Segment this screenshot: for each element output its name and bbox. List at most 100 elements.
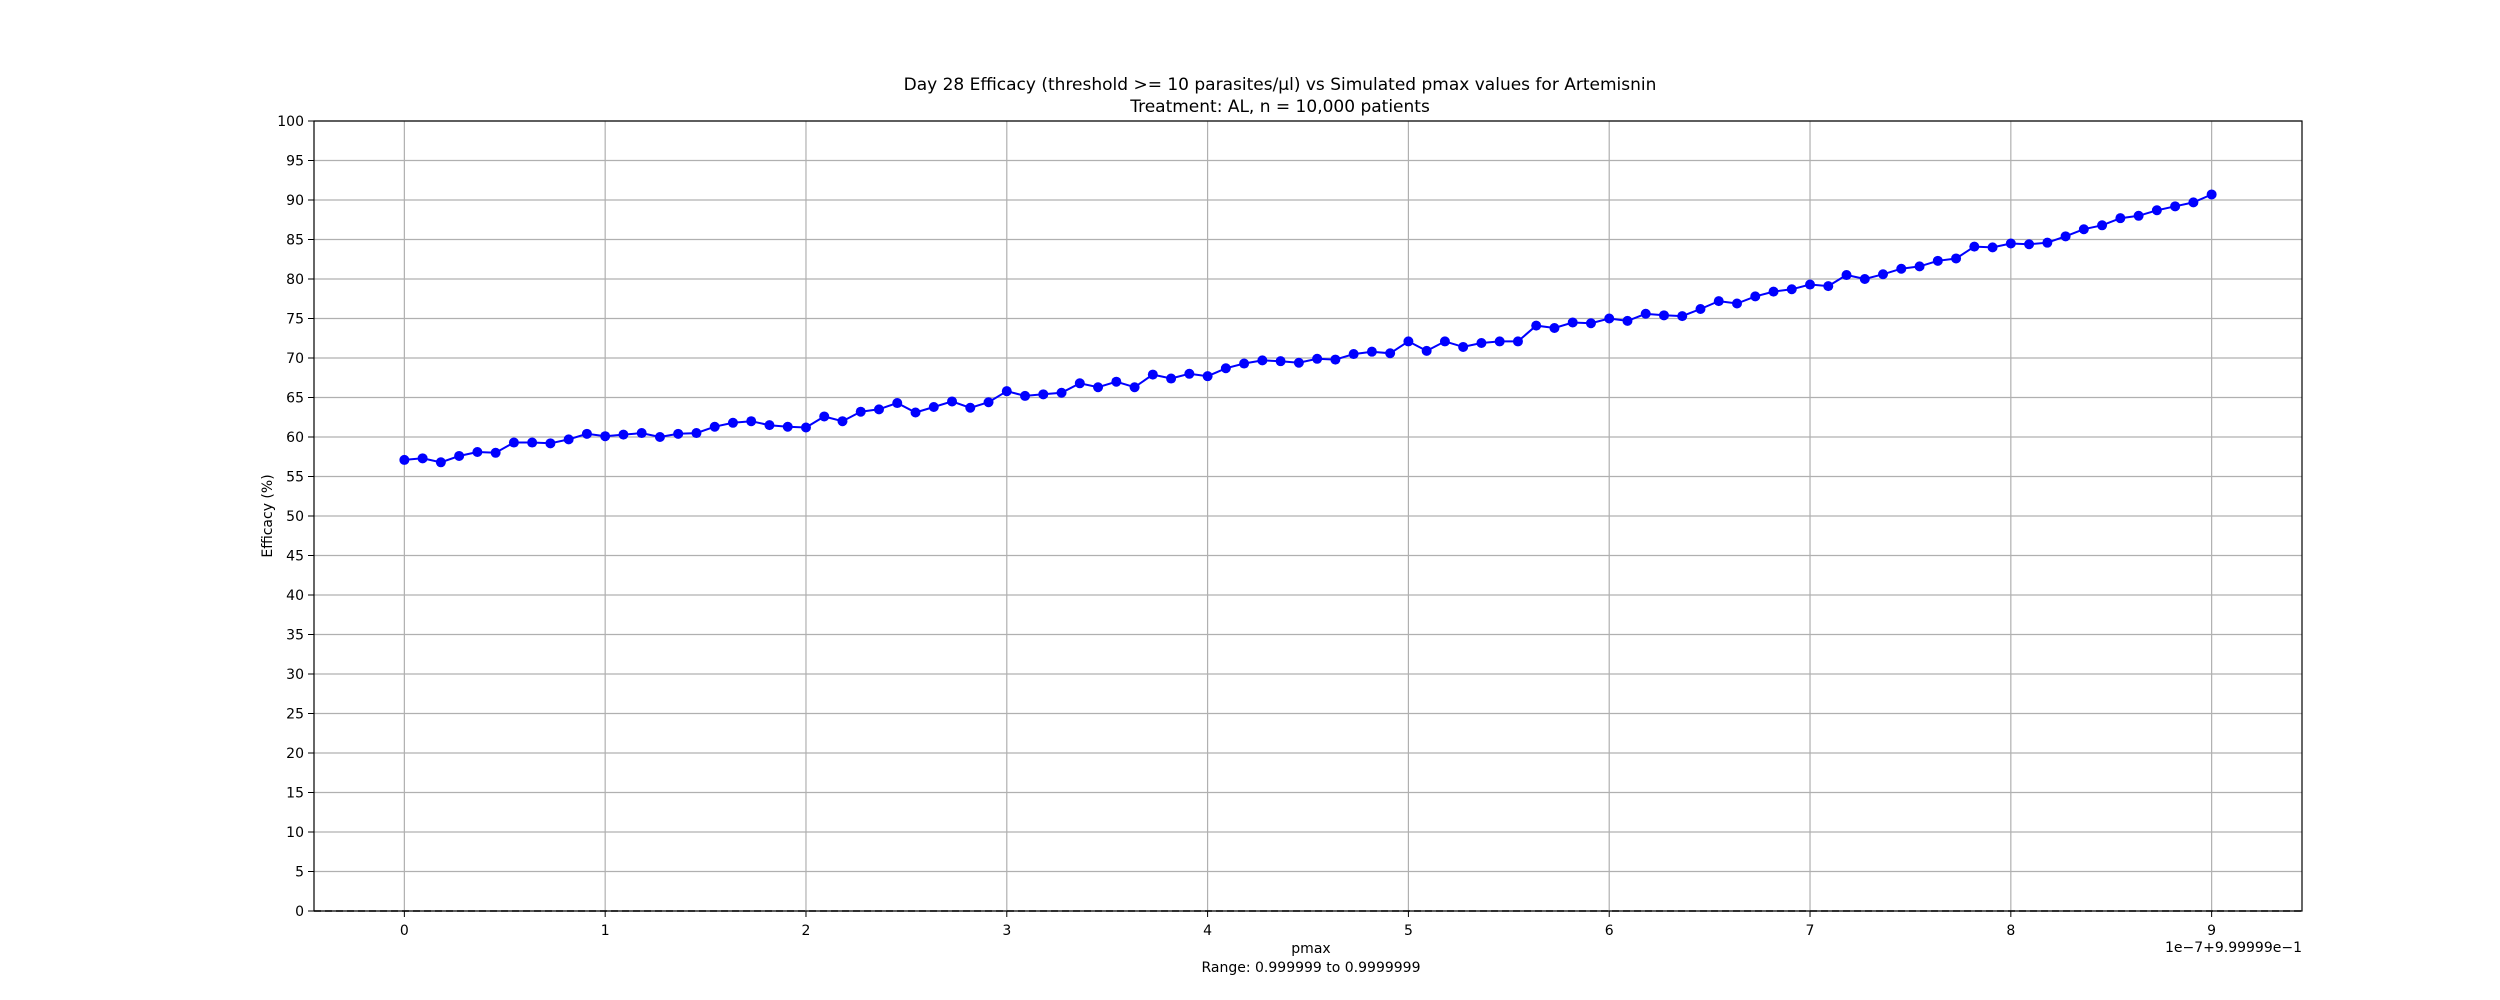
data-point xyxy=(1987,242,1998,253)
data-point xyxy=(1421,345,1432,356)
data-point xyxy=(1348,349,1359,360)
y-tick-label: 25 xyxy=(286,707,304,723)
y-tick-label: 35 xyxy=(286,628,304,644)
y-axis-label: Efficacy (%) xyxy=(260,474,276,557)
y-tick-label: 70 xyxy=(286,351,304,367)
data-point xyxy=(600,431,611,442)
data-point xyxy=(2151,205,2162,216)
data-point xyxy=(1750,291,1761,302)
y-tick-label: 55 xyxy=(286,470,304,486)
data-point xyxy=(709,421,720,432)
y-tick-label: 100 xyxy=(277,114,304,130)
data-point xyxy=(1239,358,1250,369)
data-point xyxy=(1658,310,1669,321)
data-point xyxy=(563,434,574,445)
data-point xyxy=(1914,261,1925,272)
data-point xyxy=(691,428,702,439)
data-point xyxy=(1056,387,1067,398)
data-point xyxy=(527,437,538,448)
data-point xyxy=(1859,274,1870,284)
x-tick-label: 0 xyxy=(400,923,409,939)
data-point xyxy=(2042,237,2053,248)
data-point xyxy=(910,407,921,418)
chart-subtitle: Treatment: AL, n = 10,000 patients xyxy=(1129,97,1430,117)
data-point xyxy=(1494,336,1505,347)
data-point xyxy=(1512,336,1523,347)
x-tick-label: 4 xyxy=(1203,923,1212,939)
data-point xyxy=(1951,253,1962,264)
data-point xyxy=(1549,322,1560,333)
data-point xyxy=(2170,201,2181,212)
y-tick-label: 60 xyxy=(286,430,304,446)
data-point xyxy=(2133,210,2144,221)
data-point xyxy=(746,416,757,427)
data-point xyxy=(837,416,848,427)
x-tick-label: 3 xyxy=(1002,923,1011,939)
data-point xyxy=(490,447,501,458)
x-tick-label: 9 xyxy=(2207,923,2216,939)
data-point xyxy=(1385,348,1396,359)
series-line xyxy=(404,193,2212,464)
data-point xyxy=(2060,231,2071,242)
y-tick-label: 65 xyxy=(286,391,304,407)
data-point xyxy=(2078,224,2089,235)
y-tick-label: 30 xyxy=(286,667,304,683)
data-point xyxy=(1878,269,1889,280)
data-point xyxy=(983,397,994,408)
y-tick-label: 20 xyxy=(286,746,304,762)
data-point xyxy=(2097,220,2108,231)
y-tick-label: 85 xyxy=(286,233,304,249)
x-tick-label: 5 xyxy=(1404,923,1413,939)
data-point xyxy=(1713,296,1724,307)
data-point xyxy=(654,432,665,442)
data-point xyxy=(1567,317,1578,328)
data-point xyxy=(1768,286,1779,297)
data-point xyxy=(1330,354,1341,365)
data-point xyxy=(2188,197,2199,208)
y-tick-label: 95 xyxy=(286,154,304,170)
data-point xyxy=(1841,270,1852,281)
data-point xyxy=(965,402,976,413)
data-point xyxy=(873,404,884,415)
data-point xyxy=(1366,346,1377,357)
data-point xyxy=(1293,357,1304,368)
data-point xyxy=(581,428,592,439)
data-point xyxy=(892,398,903,409)
data-point xyxy=(1111,376,1122,387)
y-tick-label: 5 xyxy=(295,865,304,881)
data-point xyxy=(636,428,647,439)
data-point xyxy=(454,450,465,461)
x-tick-label: 1 xyxy=(601,923,610,939)
data-point xyxy=(1312,353,1323,364)
data-point xyxy=(1202,371,1213,382)
y-tick-label: 90 xyxy=(286,193,304,209)
x-tick-label: 2 xyxy=(802,923,811,939)
y-axis-ticks: 0 5 10 15 20 25 30 35 40 45 50 55 60 65 70 75 80 85 90 95 10… xyxy=(277,114,314,920)
data-point xyxy=(800,422,811,433)
data-point xyxy=(947,396,958,407)
y-tick-label: 40 xyxy=(286,588,304,604)
data-point xyxy=(1257,355,1268,366)
data-point xyxy=(764,420,775,431)
data-point xyxy=(417,453,428,464)
x-tick-label: 8 xyxy=(2006,923,2015,939)
y-tick-label: 80 xyxy=(286,272,304,288)
data-point xyxy=(782,421,793,432)
x-axis-label: pmax xyxy=(1291,941,1330,957)
data-point xyxy=(1147,369,1158,380)
data-point xyxy=(1695,304,1706,315)
data-point xyxy=(1604,313,1615,324)
data-point xyxy=(472,447,483,458)
data-point xyxy=(1585,318,1596,329)
data-point xyxy=(1129,382,1140,393)
data-point xyxy=(2005,238,2016,249)
data-point xyxy=(1932,255,1943,266)
data-point xyxy=(727,417,738,428)
data-point xyxy=(1732,298,1743,309)
y-tick-label: 75 xyxy=(286,312,304,328)
data-point xyxy=(1458,341,1469,352)
grid-lines xyxy=(314,120,2302,912)
data-point xyxy=(1275,356,1286,367)
data-point xyxy=(2115,213,2126,224)
